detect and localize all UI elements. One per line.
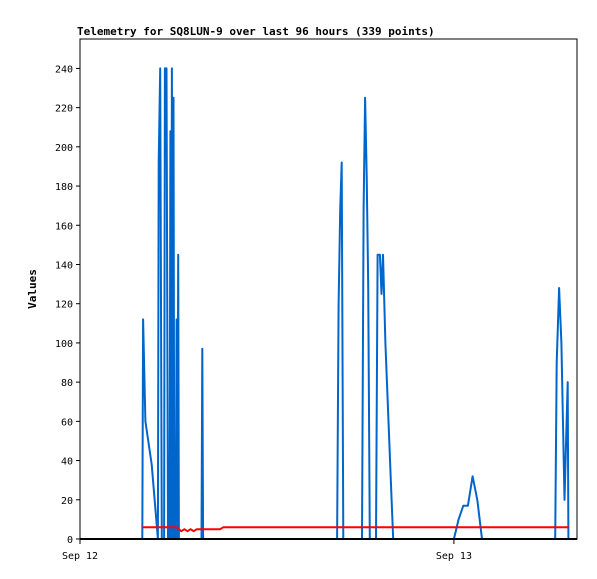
y-tick-label: 60: [61, 417, 73, 428]
y-tick-label: 40: [61, 457, 73, 468]
series-line-1: [141, 67, 570, 540]
y-tick-label: 120: [55, 300, 73, 311]
y-tick-label: 20: [61, 496, 73, 507]
y-tick-label: 180: [55, 182, 73, 193]
x-axis-ticks: Sep 12 Sep 13: [62, 539, 472, 562]
y-tick-label: 200: [55, 143, 73, 154]
chart-title: Telemetry for SQ8LUN-9 over last 96 hour…: [77, 25, 435, 38]
series-layer: [80, 67, 577, 540]
y-tick-label: 240: [55, 64, 73, 75]
y-tick-label: 160: [55, 221, 73, 232]
plot-area: [79, 38, 578, 540]
series-line-2: [142, 526, 570, 533]
y-axis-label: Values: [26, 269, 39, 309]
x-tick-label: Sep 12: [62, 551, 98, 562]
y-axis-ticks: 0 20 40 60 80 100 120 140 160 180 200 220 240: [55, 64, 80, 546]
y-tick-label: 100: [55, 339, 73, 350]
y-tick-label: 140: [55, 260, 73, 271]
y-tick-label: 220: [55, 104, 73, 115]
x-tick-label: Sep 13: [436, 551, 472, 562]
y-tick-label: 80: [61, 378, 73, 389]
y-tick-label: 0: [67, 535, 73, 546]
